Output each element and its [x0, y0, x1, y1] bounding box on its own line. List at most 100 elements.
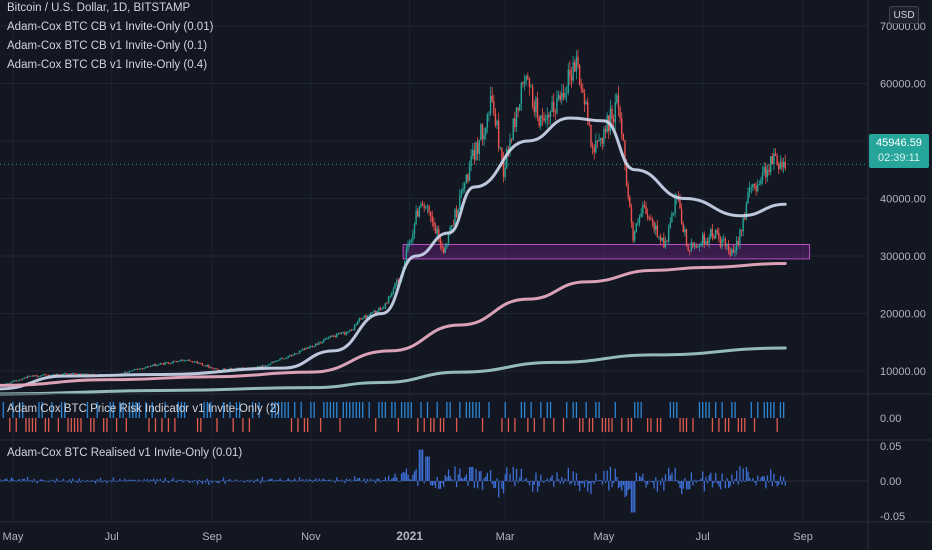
candle-body: [692, 242, 694, 247]
realised-bar: [360, 481, 362, 482]
candle-body: [690, 242, 693, 251]
realised-bar: [582, 481, 584, 484]
realised-bar: [319, 481, 322, 482]
candle-body: [18, 379, 21, 381]
risk-indicator-label[interactable]: Adam Cox BTC Price Risk Indicator v1 Inv…: [7, 403, 280, 415]
realised-bar: [47, 481, 50, 483]
candle-body: [646, 214, 649, 219]
candle-body: [300, 350, 302, 352]
realised-bar: [300, 480, 302, 482]
candle-body: [672, 213, 675, 214]
candle-body: [146, 366, 149, 368]
risk-bar-positive: [109, 402, 111, 418]
candle-body: [179, 360, 181, 362]
realised-bar: [446, 477, 448, 481]
candle-body: [378, 307, 380, 311]
candle-body: [710, 229, 712, 238]
realised-bar: [103, 481, 105, 482]
realised-bar: [632, 481, 634, 513]
candle-body: [368, 315, 370, 317]
candle-body: [216, 368, 218, 370]
realised-bar: [541, 481, 544, 483]
realised-bar: [229, 478, 231, 481]
candle-body: [229, 368, 231, 370]
candle-body: [502, 159, 505, 177]
realised-bar: [721, 473, 723, 481]
realised-bar: [22, 478, 24, 481]
risk-bar-negative: [93, 418, 95, 432]
realised-bar: [70, 481, 72, 484]
risk-bar-negative: [507, 418, 510, 432]
candle-body: [43, 374, 45, 376]
realised-bar: [640, 477, 642, 481]
realised-bar: [616, 476, 618, 481]
realised-bar: [504, 474, 506, 481]
realised-bar: [587, 481, 589, 492]
candle-body: [494, 113, 497, 126]
realised-bar: [723, 480, 725, 482]
realised-bar: [211, 481, 213, 484]
realised-bar: [431, 481, 433, 486]
candle-body: [761, 172, 764, 180]
candle-body: [156, 364, 158, 367]
risk-bar-negative: [216, 418, 218, 432]
realised-bar: [480, 471, 482, 481]
realised-bar: [443, 481, 445, 487]
y-tick-label: 70000.00: [880, 21, 926, 33]
indicator-legend-3[interactable]: Adam-Cox BTC CB v1 Invite-Only (0.4): [7, 59, 208, 71]
realised-bar: [671, 472, 673, 481]
realised-bar: [81, 480, 84, 481]
risk-bar-positive: [566, 402, 568, 418]
realised-bar: [595, 473, 597, 481]
candle-body: [739, 229, 741, 245]
candle-body: [182, 359, 184, 361]
candle-body: [308, 346, 310, 349]
candle-body: [740, 229, 743, 232]
risk-bar-positive: [436, 402, 438, 418]
realised-label[interactable]: Adam-Cox BTC Realised v1 Invite-Only (0.…: [7, 447, 243, 459]
y-tick-label: 30000.00: [880, 251, 926, 263]
candle-body: [169, 363, 171, 365]
realised-bar: [732, 481, 735, 485]
risk-bar-positive: [384, 402, 387, 418]
realised-bar: [101, 481, 103, 483]
indicator-legend-1[interactable]: Adam-Cox BTC CB v1 Invite-Only (0.01): [7, 21, 214, 33]
realised-bar: [321, 479, 323, 481]
realised-bar: [302, 479, 304, 481]
risk-bar-negative: [776, 418, 778, 432]
candle-body: [778, 164, 780, 170]
realised-bar: [391, 478, 393, 481]
candle-body: [760, 179, 762, 185]
realised-bar: [33, 478, 35, 481]
candle-body: [446, 243, 448, 248]
realised-bar: [545, 480, 547, 481]
realised-bar: [634, 481, 636, 513]
realised-bar: [65, 481, 68, 482]
candle-body: [180, 359, 183, 361]
realised-bar: [226, 480, 228, 482]
risk-bar-negative: [481, 418, 484, 432]
currency-button[interactable]: USD: [889, 6, 919, 24]
risk-bar-positive: [128, 402, 131, 418]
realised-bar: [774, 481, 777, 483]
candle-body: [570, 76, 573, 81]
realised-bar: [473, 481, 476, 488]
realised-bar: [193, 480, 195, 481]
realised-bar: [329, 479, 331, 481]
risk-bar-negative: [656, 418, 659, 432]
risk-bar-positive: [549, 402, 552, 418]
candle-body: [442, 247, 445, 253]
realised-bar: [601, 481, 603, 485]
realised-bar: [415, 468, 417, 481]
indicator-legend-2[interactable]: Adam-Cox BTC CB v1 Invite-Only (0.1): [7, 40, 208, 52]
candle-body: [17, 380, 19, 382]
realised-bar: [0, 479, 1, 481]
candle-body: [21, 378, 24, 380]
candle-body: [538, 116, 540, 126]
realised-bar: [405, 468, 408, 481]
candle-body: [731, 249, 733, 256]
realised-bar: [248, 481, 251, 483]
realised-bar: [528, 481, 531, 486]
realised-bar: [122, 480, 124, 482]
